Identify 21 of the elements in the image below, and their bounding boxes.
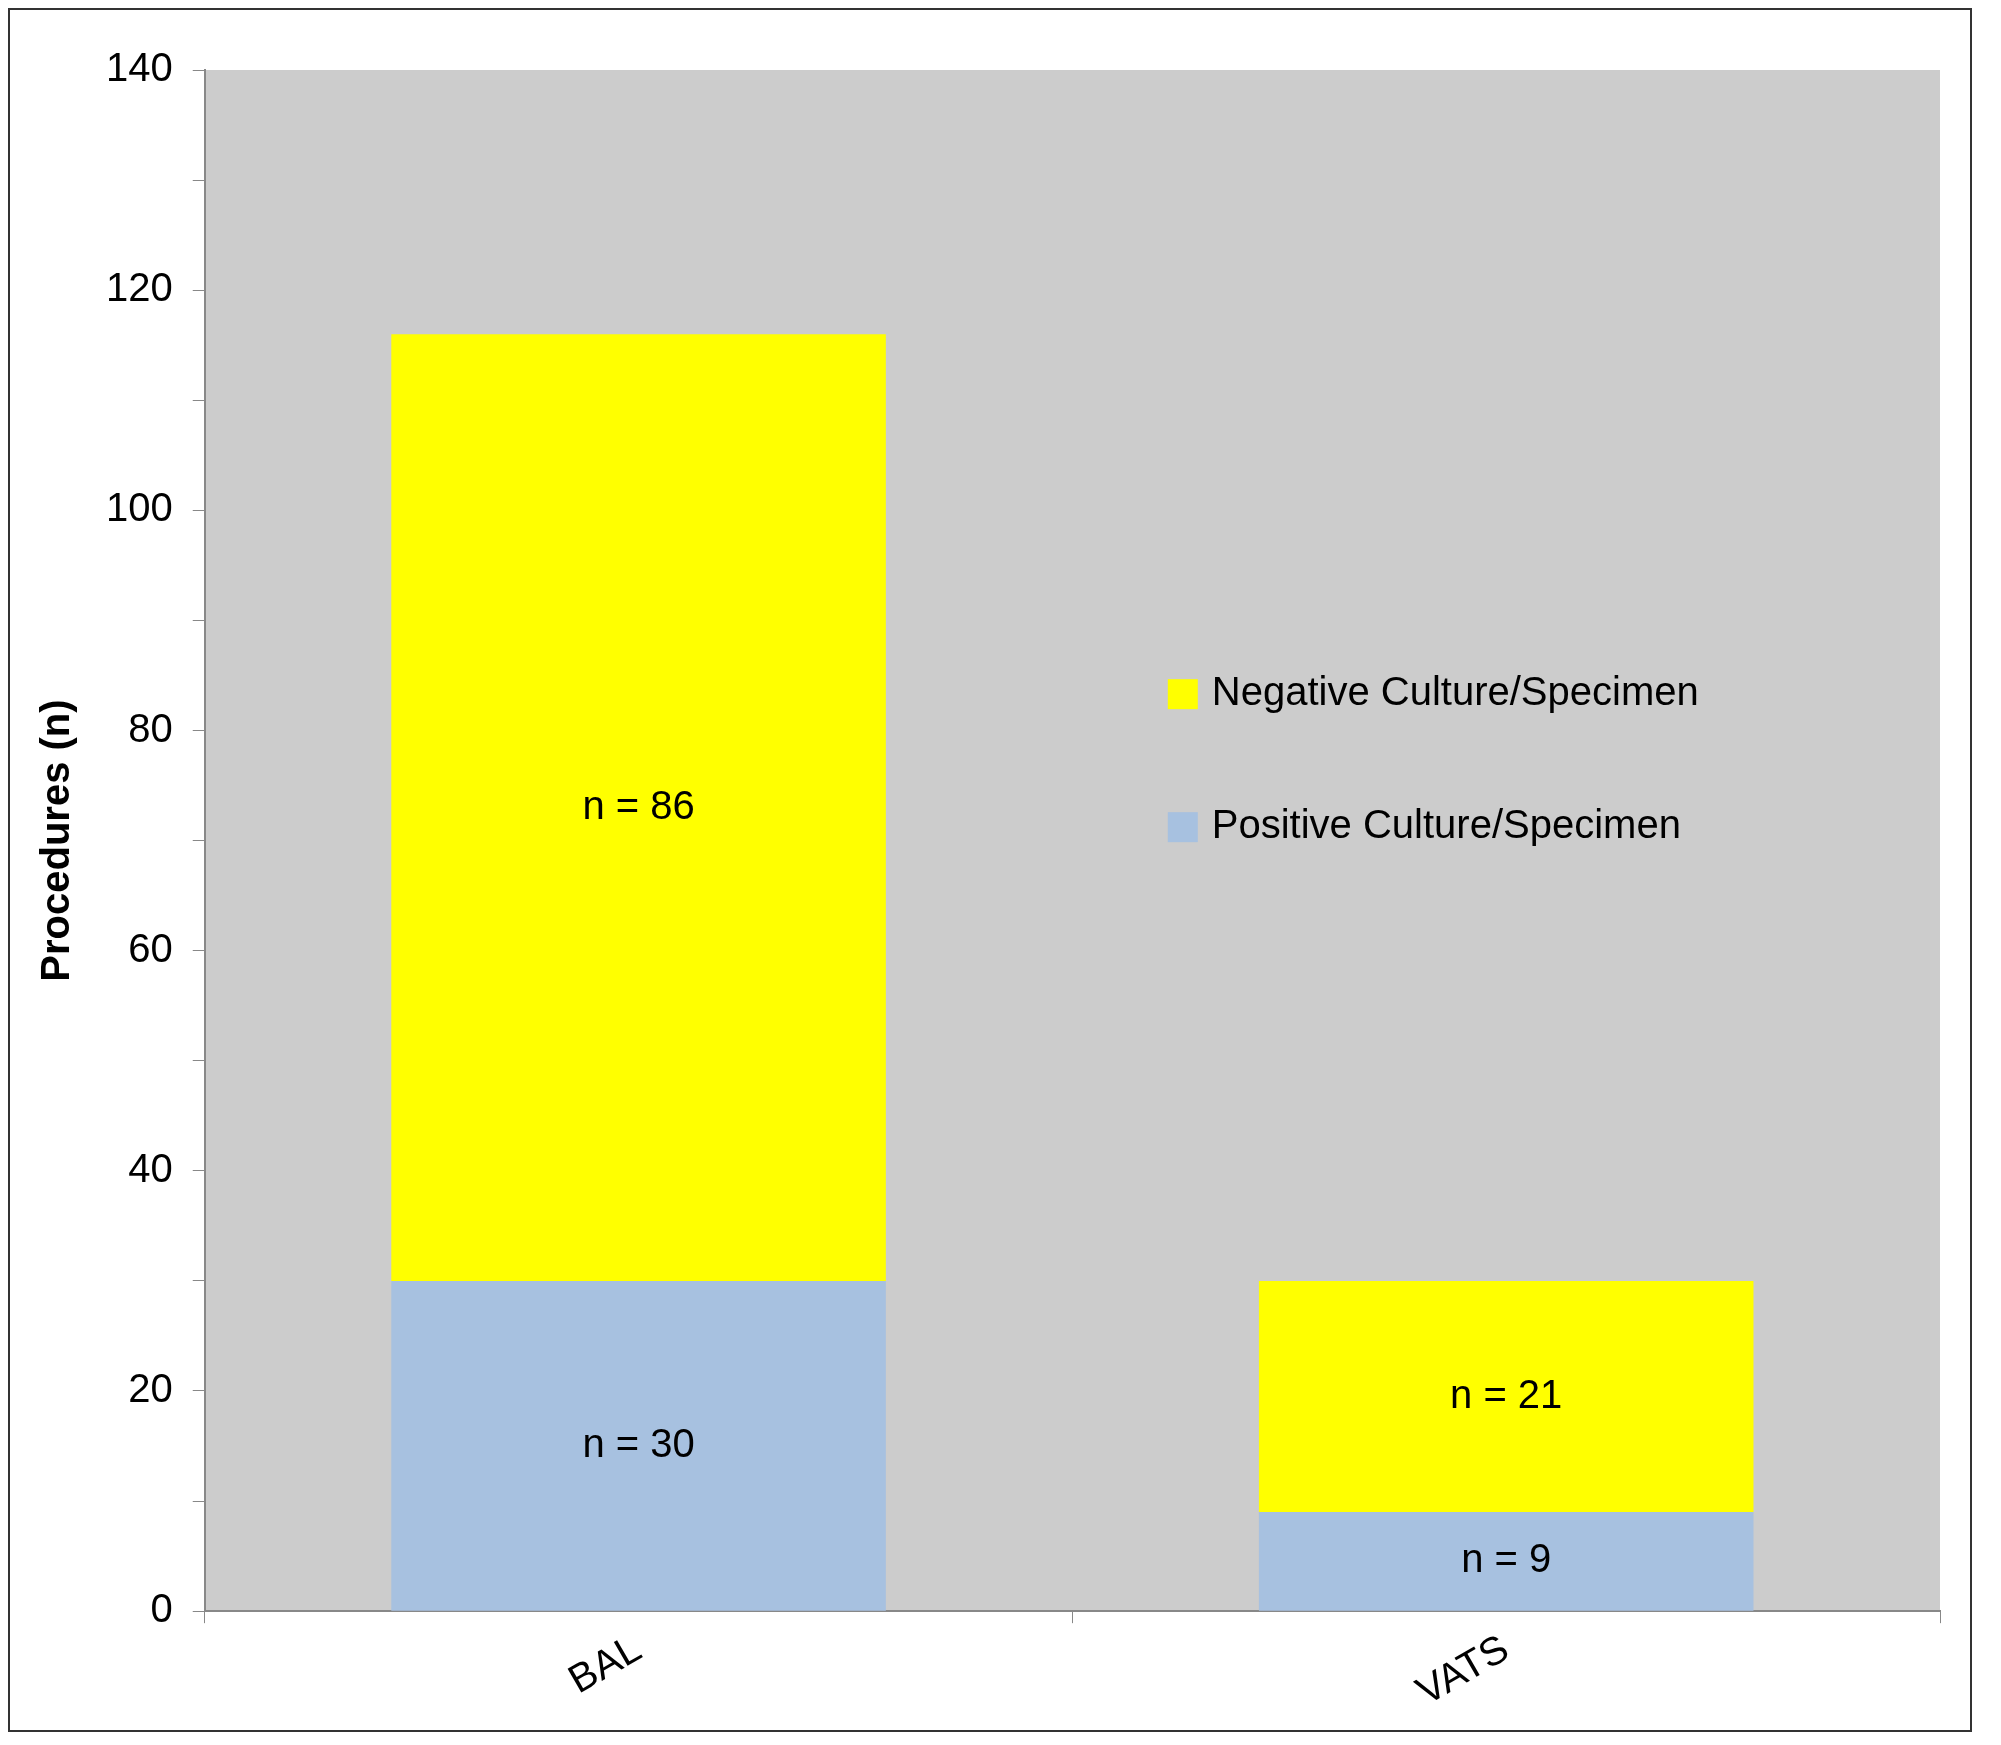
bar	[391, 1280, 886, 1611]
y-tick-label: 140	[105, 45, 173, 90]
y-tick-label: 120	[105, 265, 173, 310]
y-tick-label: 20	[128, 1366, 173, 1411]
bar	[1258, 1280, 1754, 1513]
y-tick-label: 60	[128, 925, 173, 970]
x-tick-label: VATS	[1408, 1625, 1516, 1713]
bar	[391, 334, 886, 1281]
data-label: n = 9	[1461, 1536, 1552, 1581]
y-tick-label: 0	[150, 1586, 173, 1631]
data-label: n = 21	[1450, 1371, 1563, 1416]
legend-label: Positive Culture/Specimen	[1211, 802, 1681, 847]
data-label: n = 86	[582, 782, 695, 827]
y-axis-title: Procedures (n)	[33, 699, 78, 982]
x-tick-label: BAL	[560, 1625, 649, 1702]
y-tick-label: 100	[105, 485, 173, 530]
y-tick-label: 40	[128, 1145, 173, 1190]
data-label: n = 30	[582, 1420, 695, 1465]
y-tick-label: 80	[128, 705, 173, 750]
bar	[1258, 1512, 1754, 1611]
legend-label: Negative Culture/Specimen	[1211, 669, 1699, 714]
